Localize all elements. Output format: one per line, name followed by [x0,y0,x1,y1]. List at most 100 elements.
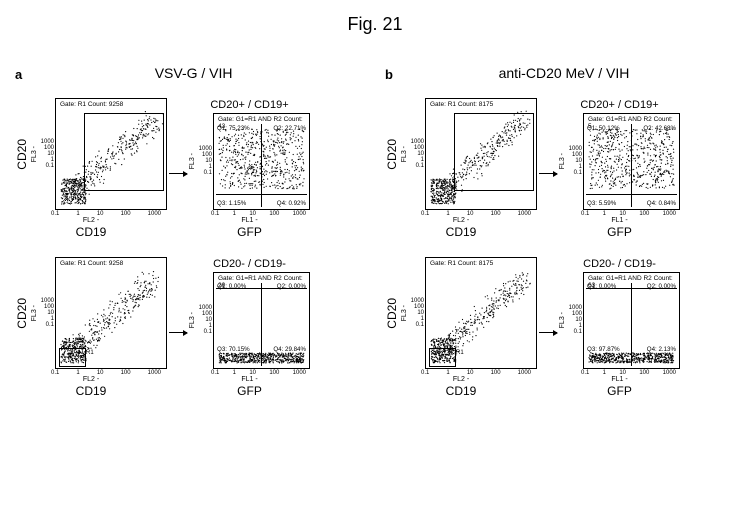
x-axis-label: CD19 [446,384,477,398]
subpop-title: CD20+ / CD19+ [210,99,288,111]
q3-label: Q3: 70.15% [217,346,250,353]
panel-a: a VSV-G / VIH CD20 FL3 - 10001001010.1 G… [15,65,365,416]
plot-b1-right: CD20+ / CD19+ FL3 - 10001001010.1 Gate: … [559,99,680,239]
subpop-title: CD20+ / CD19+ [580,99,658,111]
q4-label: Q4: 0.84% [647,200,676,207]
fl-x-label: FL1 - [611,217,627,224]
x-ticks: 0.11101001000 [211,370,306,376]
panel-a-row-1: CD20 FL3 - 10001001010.1 Gate: R1 Count:… [15,98,365,239]
figure-columns: a VSV-G / VIH CD20 FL3 - 10001001010.1 G… [15,65,735,416]
y-ticks: 10001001010.1 [567,146,582,176]
arrow-icon [537,332,559,333]
figure-title: Fig. 21 [15,14,735,35]
panel-b: b anti-CD20 MeV / VIH CD20 FL3 - 1000100… [385,65,735,416]
x-axis-label: GFP [607,384,632,398]
plot-b2-right: CD20- / CD19- FL3 - 10001001010.1 Gate: … [559,258,680,398]
arrow-icon [537,173,559,174]
q2-label: Q2: 22.71% [273,125,306,132]
plot-b1-left: CD20 FL3 - 10001001010.1 Gate: R1 Count:… [385,98,537,239]
panel-b-row-1: CD20 FL3 - 10001001010.1 Gate: R1 Count:… [385,98,735,239]
y-axis-label: CD20 [385,139,399,170]
x-axis-label: GFP [237,225,262,239]
r1-label: R1 [438,179,447,186]
quad-vline-icon [631,283,632,366]
fl-y-label: FL3 - [559,312,566,328]
panel-title-a: VSV-G / VIH [62,65,365,81]
plot-a2-left: CD20 FL3 - 10001001010.1 Gate: R1 Count:… [15,257,167,398]
y-ticks: 10001001010.1 [409,139,424,169]
scatter-plot: Gate: G1=R1 AND R2 Count: 63 Q1: 0.00% Q… [583,272,680,369]
y-axis-label: CD20 [15,298,29,329]
panel-letter-a: a [15,67,22,82]
x-axis-label: CD19 [76,384,107,398]
plot-a2-right: CD20- / CD19- FL3 - 10001001010.1 Gate: … [189,258,310,398]
y-ticks: 10001001010.1 [409,298,424,328]
fl-y-label: FL3 - [189,153,196,169]
x-ticks: 0.11101001000 [581,211,676,217]
gate-r1-rect [84,113,164,191]
scatter-plot: Gate: G1=R1 AND R2 Count: 5 Q1: 50.12% Q… [583,113,680,210]
plot-a1-left: CD20 FL3 - 10001001010.1 Gate: R1 Count:… [15,98,167,239]
q4-label: Q4: 0.92% [277,200,306,207]
q4-label: Q4: 2.13% [647,346,676,353]
q1-label: Q1: 50.12% [587,125,620,132]
arrow-icon [167,332,189,333]
fl-x-label: FL1 - [241,376,257,383]
y-axis-label: CD20 [15,139,29,170]
q4-label: Q4: 29.84% [273,346,306,353]
y-ticks: 10001001010.1 [39,139,54,169]
gate-r1-rect [454,113,534,191]
fl-y-label: FL3 - [401,146,408,162]
r2-label: R1 [456,350,464,356]
fl-y-label: FL3 - [559,153,566,169]
panel-b-row-2: CD20 FL3 - 10001001010.1 Gate: R1 Count:… [385,257,735,398]
fl-x-label: FL1 - [241,217,257,224]
quad-hline-icon [586,194,677,195]
q3-label: Q3: 5.59% [587,200,616,207]
x-ticks: 0.11101001000 [51,370,161,376]
scatter-plot: Gate: R1 Count: 8175 R1 [425,98,537,210]
fl-x-label: FL1 - [611,376,627,383]
x-ticks: 0.11101001000 [211,211,306,217]
q1-label: Q1: 0.00% [217,283,246,290]
y-ticks: 10001001010.1 [197,305,212,335]
x-ticks: 0.11101001000 [51,211,161,217]
scatter-plot: Gate: R1 Count: 9258 R1 [55,98,167,210]
scatter-plot: Gate: R1 Count: 9258 R1 [55,257,167,369]
x-ticks: 0.11101001000 [421,370,531,376]
x-axis-label: CD19 [76,225,107,239]
fl-y-label: FL3 - [401,305,408,321]
plot-a1-right: CD20+ / CD19+ FL3 - 10001001010.1 Gate: … [189,99,310,239]
panel-a-row-2: CD20 FL3 - 10001001010.1 Gate: R1 Count:… [15,257,365,398]
y-ticks: 10001001010.1 [39,298,54,328]
q1-label: Q1: 0.00% [587,283,616,290]
r1-label: R1 [68,179,77,186]
gate-r2-rect [429,348,456,367]
fl-y-label: FL3 - [31,305,38,321]
gate-r2-rect [59,348,86,367]
y-ticks: 10001001010.1 [567,305,582,335]
arrow-icon [167,173,189,174]
q3-label: Q3: 1.15% [217,200,246,207]
panel-letter-b: b [385,67,393,82]
r2-label: R1 [86,350,94,356]
quad-vline-icon [261,283,262,366]
x-axis-label: GFP [237,384,262,398]
panel-title-b: anti-CD20 MeV / VIH [433,65,735,81]
y-axis-label: CD20 [385,298,399,329]
x-axis-label: GFP [607,225,632,239]
fl-x-label: FL2 - [83,217,99,224]
fl-x-label: FL2 - [453,376,469,383]
fl-x-label: FL2 - [453,217,469,224]
subpop-title: CD20- / CD19- [583,258,656,270]
q1-label: Q1: 75.23% [217,125,250,132]
panel-a-header: a VSV-G / VIH [15,65,365,82]
scatter-plot: Gate: R1 Count: 8175 R1 [425,257,537,369]
q2-label: Q2: 0.00% [277,283,306,290]
fl-y-label: FL3 - [189,312,196,328]
q2-label: Q2: 42.68% [643,125,676,132]
q2-label: Q2: 0.00% [647,283,676,290]
x-axis-label: CD19 [446,225,477,239]
y-ticks: 10001001010.1 [197,146,212,176]
fl-x-label: FL2 - [83,376,99,383]
